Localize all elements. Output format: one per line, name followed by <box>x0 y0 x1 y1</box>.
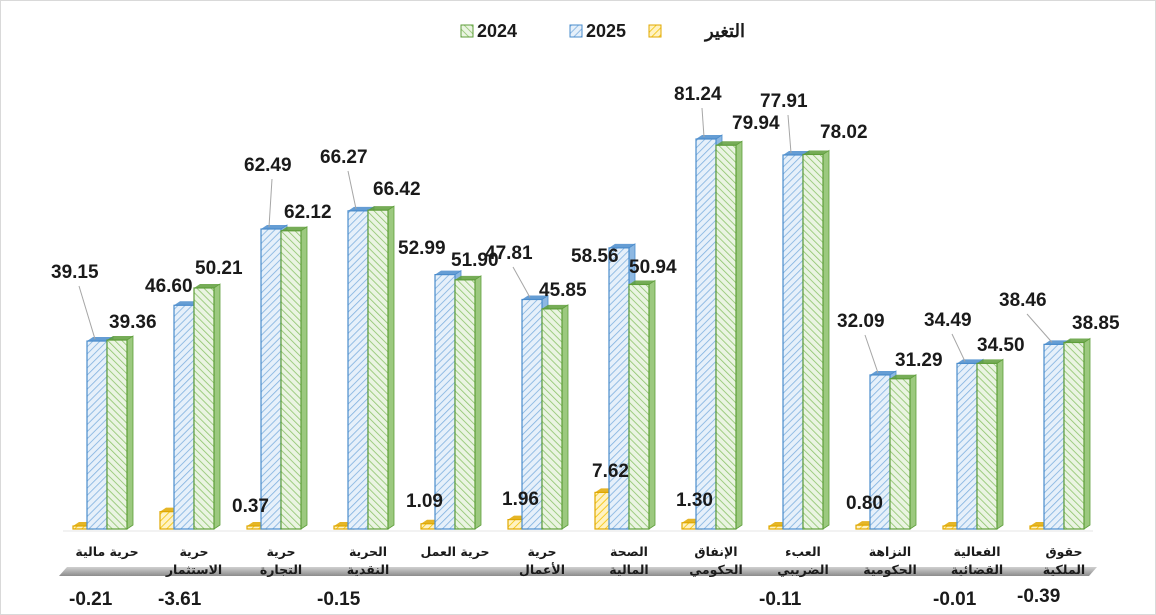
data-label-s2-c9: 31.29 <box>895 350 943 371</box>
legend-label-1: 2025 <box>586 21 626 41</box>
bar-s2-c2 <box>280 226 308 530</box>
category-label-c9-l1: الحكومية <box>863 562 917 577</box>
category-label-c6-l0: الصحة <box>610 544 648 559</box>
legend-label-0: التغير <box>703 21 745 42</box>
category-label-c10-l1: القضائية <box>951 562 1003 577</box>
leader-line-c9 <box>864 334 879 374</box>
category-label-c6-l1: المالية <box>609 562 648 577</box>
chart-legend: 2024 2025 التغير <box>460 21 745 42</box>
category-label-c4-l0: حرية العمل <box>421 544 490 559</box>
data-label-s2-c4: 51.90 <box>451 250 499 271</box>
bar-s2-c6 <box>628 279 656 530</box>
bar-s2-c5 <box>541 304 569 530</box>
data-label-s0-c4: 1.09 <box>406 491 443 512</box>
legend-label-2: 2024 <box>477 21 517 41</box>
bar-s2-c11 <box>1063 337 1091 530</box>
data-label-s1-c10: 34.49 <box>924 310 972 331</box>
data-label-s1-c3: 66.27 <box>320 147 368 168</box>
data-label-s1-c8: 77.91 <box>760 91 808 112</box>
data-label-s2-c0: 39.36 <box>109 312 157 333</box>
category-label-c9-l0: النزاهة <box>869 544 911 559</box>
data-label-s0-c11: -0.39 <box>1017 586 1060 607</box>
category-label-c7-l0: الإنفاق <box>694 544 737 559</box>
bar-s2-c8 <box>802 149 830 530</box>
bar-s2-c9 <box>889 374 917 530</box>
data-label-s2-c6: 50.94 <box>629 257 677 278</box>
bar-s2-c7 <box>715 140 743 530</box>
leader-line-c0 <box>78 285 96 340</box>
data-label-s0-c0: -0.21 <box>69 589 113 610</box>
category-label-c3-l1: النقدية <box>347 562 390 577</box>
chart-floor <box>59 530 1097 576</box>
leader-line-c2 <box>268 178 273 228</box>
data-label-s0-c1: -3.61 <box>158 589 202 610</box>
data-label-s0-c3: -0.15 <box>317 589 361 610</box>
legend-swatch-0 <box>648 24 662 38</box>
category-label-c2-l0: حرية <box>266 544 295 559</box>
category-label-c7-l1: الحكومي <box>689 562 742 577</box>
bar-s2-c1 <box>193 283 221 530</box>
bar-s2-c4 <box>454 275 482 530</box>
bar-s2-c3 <box>367 205 395 530</box>
data-label-s0-c6: 7.62 <box>592 461 629 482</box>
data-label-s1-c0: 39.15 <box>51 262 99 283</box>
category-label-c8-l1: الضريبي <box>777 562 829 577</box>
data-label-s1-c1: 46.60 <box>145 276 193 297</box>
leader-line-c11 <box>1026 313 1053 343</box>
data-label-s2-c10: 34.50 <box>977 335 1025 356</box>
legend-swatch-2 <box>460 24 474 38</box>
category-label-c5-l0: حرية <box>527 544 556 559</box>
data-label-s1-c6: 58.56 <box>571 246 619 267</box>
leader-line-c5 <box>512 266 531 298</box>
leader-line-c7 <box>701 107 705 138</box>
data-label-s0-c8: -0.11 <box>759 589 802 610</box>
bars-group <box>72 134 1091 530</box>
data-label-s1-c9: 32.09 <box>837 311 885 332</box>
data-label-s2-c7: 79.94 <box>732 113 780 134</box>
data-label-s0-c10: -0.01 <box>933 589 977 610</box>
category-label-c8-l0: العبء <box>785 544 821 559</box>
bar-s2-c0 <box>106 335 134 530</box>
leader-lines <box>78 107 1053 374</box>
legend-swatch-1 <box>569 24 583 38</box>
data-label-s0-c2: 0.37 <box>232 496 269 517</box>
category-label-c1-l0: حرية <box>179 544 208 559</box>
category-label-c3-l0: الحرية <box>349 544 387 559</box>
data-label-s0-c9: 0.80 <box>846 493 883 514</box>
category-label-c11-l1: الملكية <box>1043 562 1085 577</box>
category-label-c11-l0: حقوق <box>1045 544 1082 559</box>
data-label-s1-c11: 38.46 <box>999 290 1047 311</box>
data-label-s2-c1: 50.21 <box>195 258 243 279</box>
category-label-c0-l0: حرية مالية <box>75 544 138 559</box>
data-label-s1-c7: 81.24 <box>674 84 722 105</box>
leader-line-c3 <box>347 170 357 209</box>
data-label-s1-c5: 47.81 <box>485 243 533 264</box>
data-label-s2-c3: 66.42 <box>373 179 421 200</box>
data-label-s2-c2: 62.12 <box>284 202 332 223</box>
category-label-c1-l1: الاستثمار <box>165 562 222 577</box>
data-label-s1-c2: 62.49 <box>244 155 292 176</box>
floor-band <box>59 567 1097 576</box>
data-label-s2-c5: 45.85 <box>539 280 587 301</box>
data-label-s0-c7: 1.30 <box>676 490 713 511</box>
category-label-c5-l1: الأعمال <box>519 562 565 577</box>
category-labels: حرية مالية حرية الاستثمار حرية التجارة الحرية… <box>75 544 1085 577</box>
data-label-s0-c5: 1.96 <box>502 489 539 510</box>
leader-line-c8 <box>787 114 792 154</box>
category-label-c2-l1: التجارة <box>260 562 302 577</box>
data-label-s2-c8: 78.02 <box>820 122 868 143</box>
data-label-s2-c11: 38.85 <box>1072 313 1120 334</box>
category-label-c10-l0: الفعالية <box>953 544 1000 559</box>
data-label-s1-c4: 52.99 <box>398 238 446 259</box>
bar-s2-c10 <box>976 358 1004 530</box>
leader-line-c10 <box>951 333 966 362</box>
